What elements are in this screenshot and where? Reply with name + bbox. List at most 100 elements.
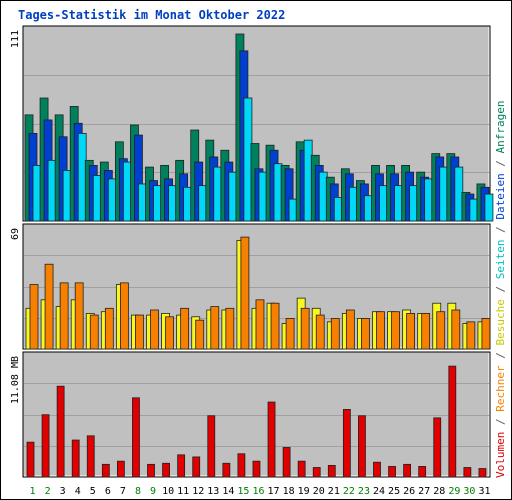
x-tick-label-day-10: 10 bbox=[162, 486, 174, 497]
bar-rechner-day-2 bbox=[44, 263, 54, 350]
bar-volumen-day-11 bbox=[177, 454, 186, 478]
bar-rechner-day-23 bbox=[361, 318, 370, 350]
bar-rechner-day-26 bbox=[406, 312, 416, 350]
x-tick-label-day-26: 26 bbox=[403, 486, 415, 497]
x-tick-label-day-29: 29 bbox=[448, 486, 460, 497]
bar-volumen-day-30 bbox=[463, 467, 472, 478]
bar-rechner-day-14 bbox=[225, 307, 235, 350]
bar-volumen-day-22 bbox=[342, 409, 351, 478]
x-tick-label-day-20: 20 bbox=[313, 486, 325, 497]
x-tick-label-day-9: 9 bbox=[150, 486, 156, 497]
bar-rechner-day-30 bbox=[466, 321, 476, 350]
bar-seiten-day-31 bbox=[484, 193, 494, 222]
panel-requests-files-pages-axis-max-label: 111 bbox=[10, 30, 21, 48]
x-tick-label-day-2: 2 bbox=[45, 486, 51, 497]
x-tick-label-day-30: 30 bbox=[463, 486, 475, 497]
legend: Volumen / Rechner / Besuche / Seiten / D… bbox=[494, 100, 507, 478]
bar-volumen-day-28 bbox=[433, 417, 442, 478]
bar-rechner-day-16 bbox=[255, 299, 265, 350]
bar-rechner-day-5 bbox=[89, 314, 99, 350]
bar-volumen-day-21 bbox=[327, 464, 336, 478]
bar-volumen-day-17 bbox=[267, 401, 276, 478]
x-tick-label-day-24: 24 bbox=[373, 486, 385, 497]
bar-volumen-day-29 bbox=[448, 365, 457, 478]
bar-rechner-day-28 bbox=[436, 311, 446, 350]
bar-volumen-day-2 bbox=[41, 414, 50, 478]
x-tick-label-day-6: 6 bbox=[105, 486, 111, 497]
bar-rechner-day-7 bbox=[119, 282, 129, 350]
x-tick-label-day-16: 16 bbox=[252, 486, 264, 497]
bar-volumen-day-26 bbox=[403, 463, 412, 478]
legend-item-seiten: Seiten bbox=[494, 240, 507, 280]
x-tick-label-day-1: 1 bbox=[30, 486, 36, 497]
bar-rechner-day-19 bbox=[300, 307, 310, 350]
x-tick-label-day-3: 3 bbox=[60, 486, 66, 497]
bar-volumen-day-4 bbox=[71, 439, 80, 478]
x-tick-label-day-23: 23 bbox=[358, 486, 370, 497]
bar-volumen-day-20 bbox=[312, 467, 321, 478]
bar-volumen-day-18 bbox=[282, 447, 291, 478]
x-tick-label-day-31: 31 bbox=[478, 486, 490, 497]
x-tick-label-day-8: 8 bbox=[135, 486, 141, 497]
bar-rechner-day-20 bbox=[315, 314, 325, 350]
x-tick-label-day-12: 12 bbox=[192, 486, 204, 497]
bar-rechner-day-15 bbox=[240, 236, 250, 350]
bar-volumen-day-25 bbox=[388, 466, 396, 478]
x-tick-label-day-4: 4 bbox=[75, 486, 81, 497]
x-tick-label-day-25: 25 bbox=[388, 486, 400, 497]
x-tick-label-day-17: 17 bbox=[268, 486, 280, 497]
x-tick-label-day-14: 14 bbox=[222, 486, 234, 497]
bar-rechner-day-29 bbox=[451, 309, 461, 350]
bar-volumen-day-1 bbox=[26, 441, 35, 478]
legend-separator: / bbox=[494, 346, 507, 366]
bar-volumen-day-24 bbox=[373, 461, 381, 478]
bar-rechner-day-24 bbox=[376, 311, 385, 350]
x-tick-label-day-11: 11 bbox=[177, 486, 189, 497]
x-tick-label-day-15: 15 bbox=[237, 486, 249, 497]
x-tick-label-day-21: 21 bbox=[328, 486, 340, 497]
legend-separator: / bbox=[494, 153, 507, 173]
x-tick-label-day-27: 27 bbox=[418, 486, 430, 497]
bar-rechner-day-10 bbox=[165, 316, 174, 350]
panel-visits-computers-axis-max-label: 69 bbox=[10, 228, 21, 240]
legend-item-rechner: Rechner bbox=[494, 365, 507, 412]
legend-item-dateien: Dateien bbox=[494, 173, 507, 219]
legend-separator: / bbox=[494, 412, 507, 432]
bar-volumen-day-16 bbox=[252, 460, 261, 478]
x-tick-label-day-28: 28 bbox=[433, 486, 445, 497]
bar-rechner-day-31 bbox=[481, 318, 491, 350]
legend-item-anfragen: Anfragen bbox=[494, 100, 507, 153]
bar-rechner-day-17 bbox=[270, 302, 280, 350]
bar-rechner-day-18 bbox=[285, 318, 295, 350]
bar-rechner-day-3 bbox=[59, 282, 69, 350]
bar-rechner-day-21 bbox=[330, 318, 340, 350]
x-tick-label-day-13: 13 bbox=[207, 486, 219, 497]
x-tick-label-day-19: 19 bbox=[298, 486, 310, 497]
bar-volumen-day-9 bbox=[147, 463, 155, 478]
bar-volumen-day-13 bbox=[207, 415, 216, 478]
bar-volumen-day-8 bbox=[132, 397, 140, 478]
x-tick-label-day-22: 22 bbox=[343, 486, 355, 497]
x-tick-label-day-18: 18 bbox=[283, 486, 295, 497]
bar-rechner-day-25 bbox=[391, 311, 400, 350]
bar-rechner-day-4 bbox=[74, 282, 84, 350]
bar-volumen-day-7 bbox=[116, 460, 125, 478]
legend-item-besuche: Besuche bbox=[494, 299, 507, 345]
legend-separator: / bbox=[494, 220, 507, 240]
bar-volumen-day-14 bbox=[222, 462, 231, 478]
chart-title: Tages-Statistik im Monat Oktober 2022 bbox=[18, 8, 286, 22]
bar-rechner-day-12 bbox=[195, 319, 205, 350]
bar-volumen-day-15 bbox=[237, 453, 246, 478]
bar-rechner-day-11 bbox=[180, 307, 190, 350]
bar-rechner-day-9 bbox=[150, 309, 159, 350]
legend-separator: / bbox=[494, 279, 507, 299]
panel-volume-background bbox=[22, 351, 491, 478]
bar-volumen-day-12 bbox=[192, 456, 201, 478]
bar-volumen-day-10 bbox=[162, 462, 170, 478]
bar-volumen-day-23 bbox=[358, 415, 366, 478]
bar-volumen-day-19 bbox=[297, 460, 306, 478]
bar-volumen-day-31 bbox=[478, 468, 487, 478]
bar-rechner-day-1 bbox=[29, 284, 39, 350]
bar-volumen-day-5 bbox=[86, 435, 95, 478]
